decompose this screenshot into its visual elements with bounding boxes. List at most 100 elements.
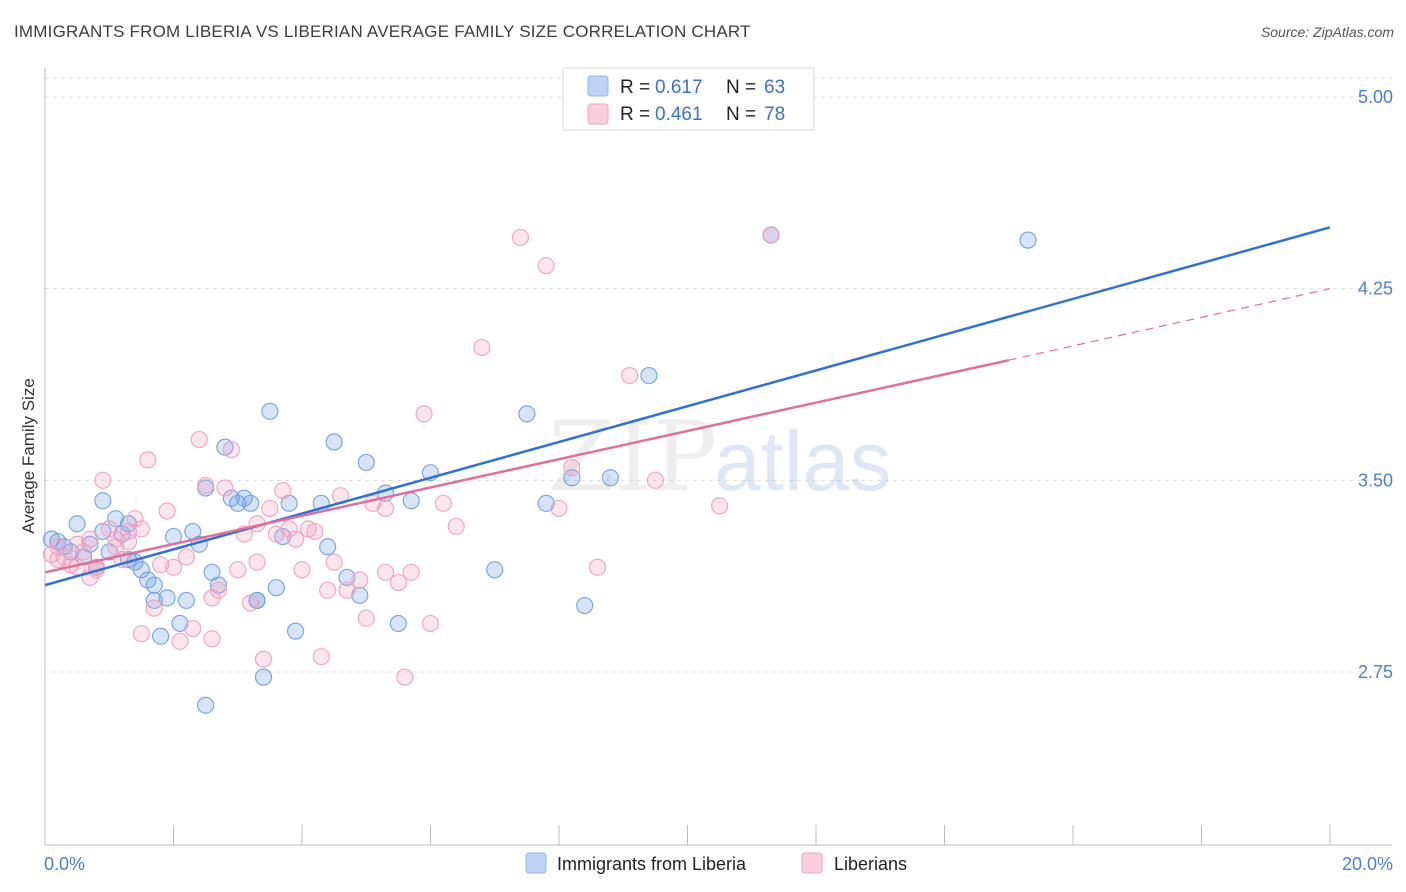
y-axis-label: Average Family Size [19, 378, 38, 534]
point-liberians [473, 338, 491, 357]
point-liberians [132, 625, 150, 643]
trend-line-liberians-extension [1008, 288, 1331, 361]
point-liberians [376, 563, 395, 581]
point-liberians [216, 479, 234, 497]
legend-n-value-1: 78 [764, 104, 785, 125]
point-liberians [621, 366, 639, 385]
chart-title: IMMIGRANTS FROM LIBERIA VS LIBERIAN AVER… [14, 22, 751, 41]
legend-bottom: Immigrants from Liberia Liberians [525, 852, 907, 874]
y-tick-label: 2.75 [1358, 662, 1393, 682]
point-immigrants-from-liberia [601, 469, 620, 487]
point-immigrants-from-liberia [357, 453, 375, 472]
point-liberians [261, 499, 279, 518]
point-immigrants-from-liberia [325, 433, 343, 451]
tick-labels: 2.75 3.50 4.25 5.00 0.0% 20.0% [44, 87, 1393, 874]
legend-n-label-1: N = [726, 104, 756, 125]
point-liberians [107, 530, 125, 548]
watermark-zip: ZIP [548, 401, 717, 513]
point-liberians [376, 499, 395, 518]
point-immigrants-from-liberia [338, 568, 356, 587]
point-immigrants-from-liberia [145, 576, 163, 594]
point-immigrants-from-liberia [158, 589, 176, 607]
watermark: ZIP atlas [548, 401, 891, 513]
point-liberians [762, 226, 780, 244]
point-immigrants-from-liberia [518, 405, 536, 423]
point-immigrants-from-liberia [152, 627, 170, 645]
point-liberians [197, 476, 215, 495]
point-liberians [119, 533, 138, 551]
point-liberians [267, 525, 285, 543]
trend-line-liberians [44, 359, 1010, 574]
point-liberians [171, 632, 189, 650]
point-immigrants-from-liberia [261, 402, 279, 420]
point-immigrants-from-liberia [107, 510, 125, 528]
trend-lines [44, 226, 1331, 587]
legend-n-label-0: N = [726, 77, 756, 98]
legend-swatch-immigrants [587, 75, 609, 97]
point-liberians [203, 630, 221, 648]
x-tick-label-start: 0.0% [44, 854, 85, 874]
point-liberians [563, 458, 581, 477]
point-liberians [588, 558, 607, 576]
point-liberians [421, 614, 440, 633]
point-liberians [711, 497, 729, 515]
point-liberians [242, 594, 260, 612]
point-immigrants-from-liberia [640, 366, 658, 385]
point-liberians [139, 451, 157, 469]
point-liberians [646, 471, 664, 489]
point-immigrants-from-liberia [576, 596, 594, 615]
point-liberians [312, 648, 330, 666]
point-immigrants-from-liberia [402, 492, 420, 510]
point-liberians [145, 599, 163, 617]
point-liberians [325, 553, 343, 571]
point-liberians [306, 522, 324, 541]
point-liberians [274, 481, 292, 500]
point-liberians [94, 471, 112, 489]
legend-bottom-swatch-liberians [801, 852, 823, 874]
point-liberians [229, 561, 247, 579]
point-immigrants-from-liberia [171, 614, 189, 633]
point-liberians [396, 668, 414, 686]
legend-top: R = 0.617 N = 63 R = 0.461 N = 78 [562, 67, 815, 131]
point-liberians [164, 558, 183, 576]
point-liberians [402, 563, 420, 581]
y-tick-label: 4.25 [1358, 279, 1393, 299]
y-tick-label: 3.50 [1358, 470, 1393, 490]
point-liberians [338, 581, 356, 599]
legend-r-label-0: R = [620, 77, 650, 98]
point-liberians [49, 538, 67, 556]
point-immigrants-from-liberia [389, 614, 407, 633]
watermark-atlas: atlas [714, 414, 891, 508]
point-liberians [132, 520, 150, 538]
point-liberians [158, 502, 176, 520]
trend-line-immigrants [44, 226, 1331, 587]
point-immigrants-from-liberia [486, 561, 504, 579]
legend-swatch-liberians [587, 103, 609, 125]
point-immigrants-from-liberia [351, 586, 369, 604]
axes [44, 68, 1392, 846]
point-liberians [222, 441, 240, 459]
point-immigrants-from-liberia [68, 515, 86, 533]
point-immigrants-from-liberia [286, 622, 305, 640]
point-liberians [190, 430, 208, 449]
point-immigrants-from-liberia [94, 492, 112, 510]
point-liberians [511, 228, 530, 247]
point-immigrants-from-liberia [267, 579, 285, 597]
point-liberians [248, 553, 266, 571]
point-liberians [293, 561, 311, 579]
point-liberians [357, 609, 375, 627]
point-immigrants-from-liberia [254, 668, 273, 686]
legend-bottom-label-immigrants: Immigrants from Liberia [557, 854, 747, 874]
point-immigrants-from-liberia [132, 561, 150, 579]
legend-r-label-1: R = [620, 104, 650, 125]
point-liberians [184, 619, 202, 638]
legend-bottom-swatch-immigrants [525, 852, 547, 874]
point-liberians [119, 522, 138, 541]
legend-r-value-0: 0.617 [655, 77, 703, 98]
point-liberians [447, 517, 465, 535]
point-immigrants-from-liberia [563, 469, 581, 487]
point-immigrants-from-liberia [242, 494, 260, 512]
point-immigrants-from-liberia [1019, 231, 1037, 249]
point-liberians [280, 520, 298, 538]
